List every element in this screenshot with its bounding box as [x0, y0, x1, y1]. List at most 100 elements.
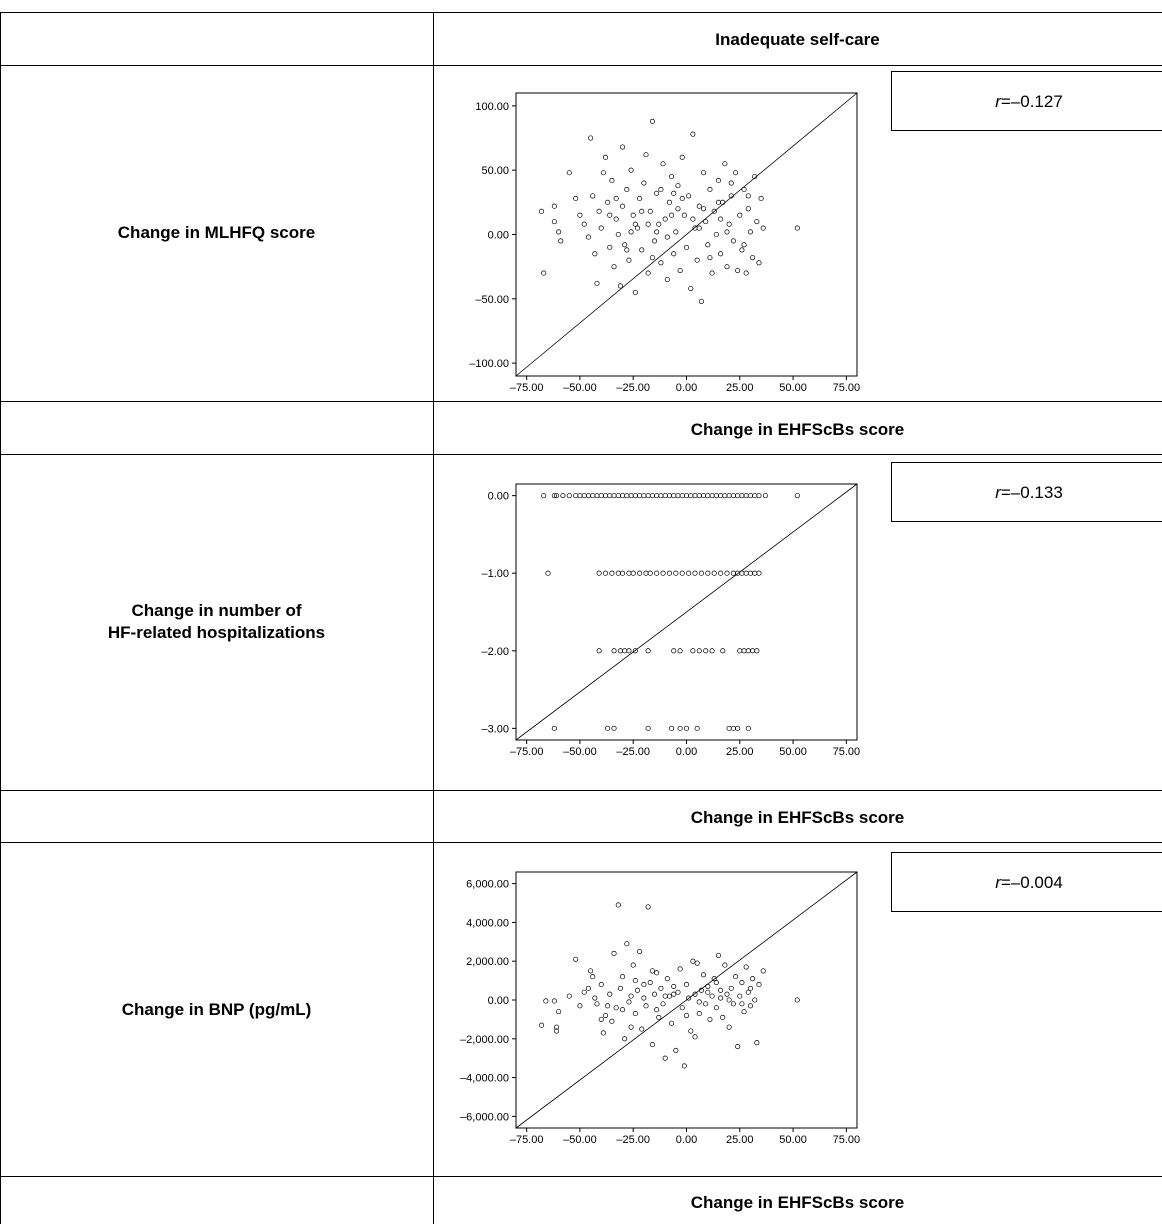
data-point	[673, 229, 679, 235]
data-point	[560, 493, 566, 499]
row-label-line: Change in MLHFQ score	[117, 223, 316, 242]
data-point	[637, 493, 643, 499]
y-tick-label: –1.00	[481, 568, 509, 580]
y-tick-label: 0.00	[488, 491, 509, 503]
data-point	[602, 493, 609, 499]
data-point	[634, 987, 641, 993]
data-point	[598, 1016, 604, 1022]
data-point	[617, 283, 623, 289]
data-point	[654, 190, 660, 196]
data-point	[607, 212, 613, 218]
data-point	[671, 251, 677, 257]
data-point	[720, 199, 726, 205]
data-point	[632, 221, 638, 227]
x-tick-label: 25.00	[726, 1134, 754, 1146]
correlation-box: r=–0.133	[891, 462, 1162, 522]
data-point	[647, 979, 653, 986]
data-point	[737, 212, 743, 218]
data-point	[581, 221, 587, 227]
data-point	[628, 167, 634, 173]
data-point	[694, 257, 700, 263]
x-tick-label: 75.00	[833, 1134, 861, 1146]
data-point	[754, 219, 760, 225]
data-point	[649, 118, 655, 124]
data-point	[671, 493, 677, 499]
data-point	[690, 216, 696, 222]
data-point	[617, 648, 623, 654]
y-tick-label: –100.00	[469, 358, 509, 370]
data-point	[656, 221, 662, 227]
data-point	[609, 1018, 615, 1024]
table-rule	[0, 401, 1162, 402]
data-point	[745, 648, 751, 654]
data-point	[735, 725, 741, 731]
data-point	[645, 725, 651, 731]
data-point	[641, 995, 647, 1001]
data-point	[743, 270, 749, 276]
data-point	[760, 968, 766, 974]
data-point	[639, 208, 645, 214]
data-point	[630, 570, 636, 576]
data-point	[607, 493, 613, 499]
data-point	[705, 989, 711, 995]
data-point	[728, 180, 734, 186]
data-point	[628, 229, 634, 235]
data-point	[609, 177, 615, 184]
data-point	[728, 193, 734, 199]
scatter-plot-hospitalizations: –75.00 –50.00 –25.00 0.00 25.00 50.00 75.00 0.0…	[434, 472, 864, 788]
data-point	[696, 225, 702, 231]
data-point	[643, 1003, 649, 1009]
data-point	[596, 570, 602, 576]
data-point	[647, 208, 653, 214]
data-point	[696, 203, 702, 209]
data-point	[662, 993, 668, 999]
data-point	[686, 193, 692, 199]
data-point	[626, 648, 632, 654]
data-point	[715, 199, 722, 205]
data-point	[637, 948, 643, 955]
data-point	[666, 199, 673, 205]
data-point	[756, 570, 762, 576]
data-point	[713, 979, 719, 986]
data-point	[669, 174, 675, 180]
x-tick-label: 25.00	[726, 382, 754, 394]
data-point	[539, 208, 545, 214]
data-point	[654, 1007, 660, 1013]
data-point	[700, 170, 707, 176]
y-tick-label: –6,000.00	[460, 1111, 509, 1123]
data-point	[553, 1024, 560, 1030]
data-point	[658, 985, 664, 991]
x-tick-label: 0.00	[676, 1134, 697, 1146]
row-label-line: Change in number of	[131, 601, 302, 620]
data-point	[551, 725, 557, 731]
y-tick-label: 2,000.00	[466, 956, 509, 968]
data-point	[705, 493, 711, 499]
data-point	[626, 257, 632, 263]
data-point	[615, 902, 621, 908]
data-point	[758, 195, 764, 202]
data-point	[692, 493, 698, 499]
data-point	[624, 186, 630, 193]
data-point	[581, 989, 587, 995]
data-point	[658, 186, 664, 193]
data-point	[581, 493, 587, 499]
data-point	[724, 991, 730, 997]
table-rule	[0, 842, 1162, 843]
data-point	[577, 212, 583, 218]
y-tick-label: 50.00	[481, 165, 509, 177]
table-rule	[0, 454, 1162, 455]
table-rule-top	[0, 12, 1162, 13]
data-point	[573, 195, 579, 202]
data-point	[566, 993, 572, 999]
y-tick-label: 100.00	[475, 101, 509, 113]
column-header: Inadequate self-care	[715, 30, 880, 49]
data-point	[553, 1028, 560, 1034]
data-point	[756, 260, 762, 266]
data-point	[645, 270, 651, 276]
data-point	[713, 1005, 719, 1011]
data-point	[747, 493, 753, 499]
data-point	[632, 648, 638, 654]
data-point	[545, 570, 551, 576]
data-point	[628, 993, 634, 999]
data-point	[690, 131, 696, 137]
